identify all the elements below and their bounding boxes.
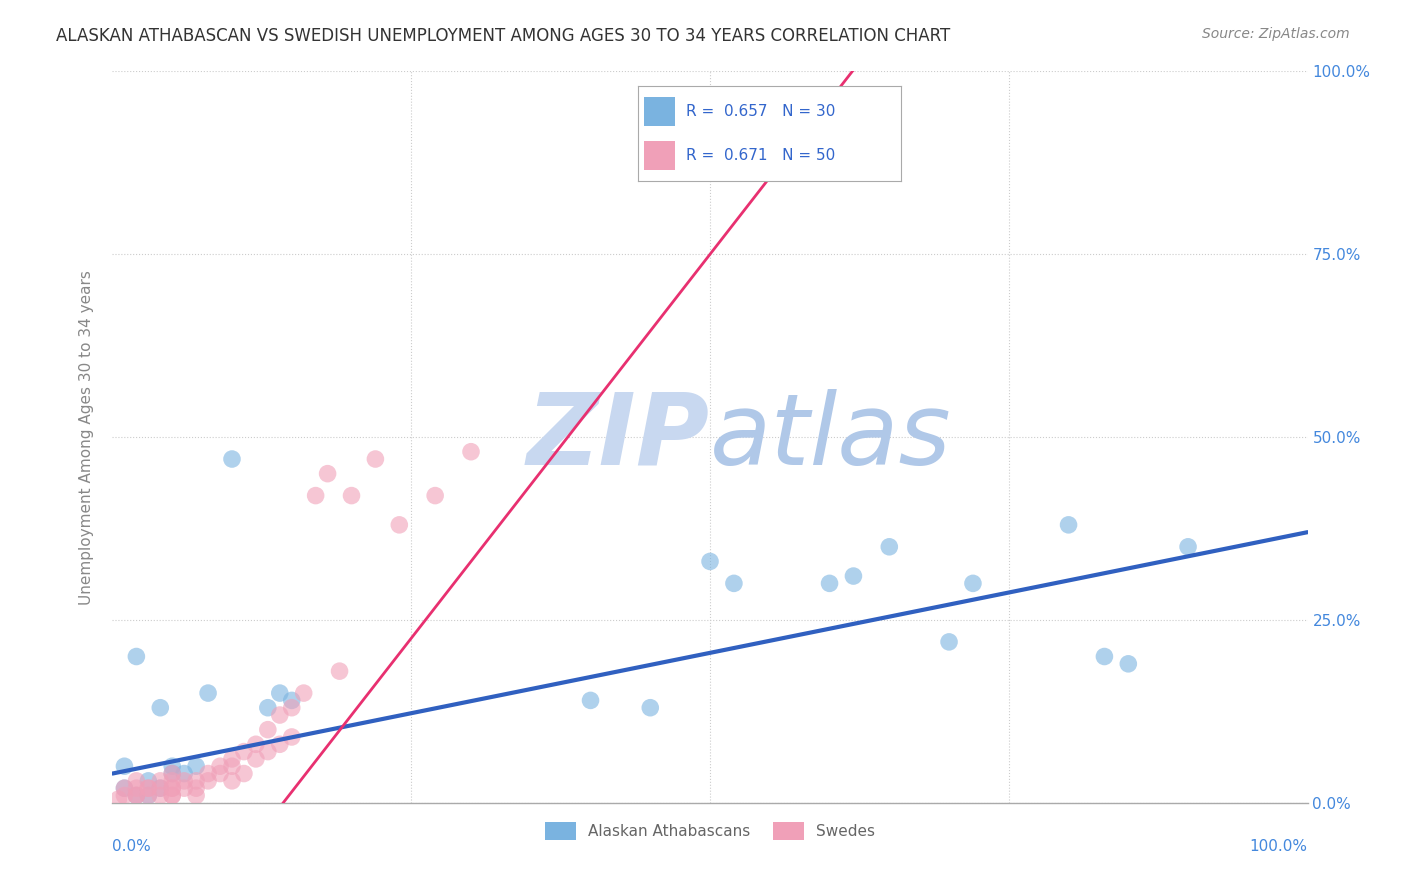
Point	[107, 792, 129, 806]
Point	[209, 759, 232, 773]
Point	[162, 759, 183, 773]
Point	[125, 781, 148, 796]
Point	[879, 540, 901, 554]
Point	[1118, 657, 1140, 671]
Point	[162, 766, 183, 780]
Text: 0.0%: 0.0%	[112, 839, 152, 855]
Point	[257, 723, 280, 737]
Point	[938, 635, 960, 649]
Point	[818, 576, 841, 591]
Point	[162, 766, 183, 780]
Point	[114, 759, 135, 773]
Point	[197, 686, 219, 700]
Point	[162, 781, 183, 796]
Point	[197, 766, 219, 780]
Point	[173, 766, 195, 780]
Point	[281, 700, 304, 714]
Point	[269, 737, 291, 751]
Point	[305, 489, 328, 503]
Point	[186, 789, 208, 803]
Point	[316, 467, 339, 481]
Point	[842, 569, 865, 583]
Point	[149, 789, 172, 803]
Point	[149, 773, 172, 788]
Point	[125, 773, 148, 788]
Point	[221, 452, 243, 467]
Point	[125, 649, 148, 664]
Point	[114, 781, 135, 796]
Point	[162, 773, 183, 788]
Point	[460, 444, 482, 458]
Point	[221, 759, 243, 773]
Point	[388, 517, 411, 532]
Y-axis label: Unemployment Among Ages 30 to 34 years: Unemployment Among Ages 30 to 34 years	[79, 269, 94, 605]
Point	[257, 745, 280, 759]
Point	[281, 693, 304, 707]
Text: ZIP: ZIP	[527, 389, 710, 485]
Point	[173, 781, 195, 796]
Point	[149, 700, 172, 714]
Point	[340, 489, 363, 503]
Point	[699, 554, 721, 568]
Point	[245, 737, 267, 751]
Point	[1094, 649, 1116, 664]
Point	[281, 730, 304, 744]
Point	[138, 789, 160, 803]
Point	[125, 789, 148, 803]
Point	[138, 773, 160, 788]
Point	[329, 664, 352, 678]
Point	[125, 789, 148, 803]
Text: Source: ZipAtlas.com: Source: ZipAtlas.com	[1202, 27, 1350, 41]
Point	[149, 781, 172, 796]
Point	[269, 686, 291, 700]
Point	[221, 773, 243, 788]
Point	[114, 781, 135, 796]
Point	[425, 489, 447, 503]
Point	[138, 781, 160, 796]
Point	[138, 781, 160, 796]
Point	[640, 700, 662, 714]
Point	[1177, 540, 1199, 554]
Point	[186, 759, 208, 773]
Point	[257, 700, 280, 714]
Point	[221, 752, 243, 766]
Point	[162, 789, 183, 803]
Point	[125, 789, 148, 803]
Point	[149, 781, 172, 796]
Point	[209, 766, 232, 780]
Point	[723, 576, 745, 591]
Point	[579, 693, 602, 707]
Text: atlas: atlas	[710, 389, 952, 485]
Point	[162, 789, 183, 803]
Point	[1057, 517, 1080, 532]
Point	[233, 766, 256, 780]
Point	[162, 781, 183, 796]
Point	[138, 789, 160, 803]
Point	[233, 745, 256, 759]
Legend: Alaskan Athabascans, Swedes: Alaskan Athabascans, Swedes	[538, 815, 882, 847]
Text: 100.0%: 100.0%	[1250, 839, 1308, 855]
Text: ALASKAN ATHABASCAN VS SWEDISH UNEMPLOYMENT AMONG AGES 30 TO 34 YEARS CORRELATION: ALASKAN ATHABASCAN VS SWEDISH UNEMPLOYME…	[56, 27, 950, 45]
Point	[364, 452, 387, 467]
Point	[962, 576, 984, 591]
Point	[114, 789, 135, 803]
Point	[173, 773, 195, 788]
Point	[269, 708, 291, 723]
Point	[197, 773, 219, 788]
Point	[292, 686, 315, 700]
Point	[186, 781, 208, 796]
Point	[245, 752, 267, 766]
Point	[186, 773, 208, 788]
